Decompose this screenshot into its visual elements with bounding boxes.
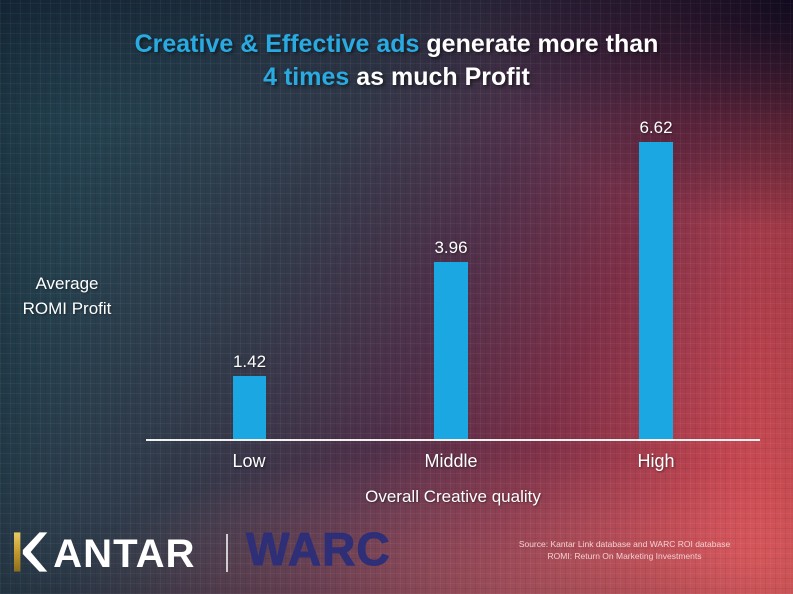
logo-divider xyxy=(226,534,228,572)
bar-high: 6.62 xyxy=(639,118,673,440)
source-line-2: ROMI: Return On Marketing Investments xyxy=(547,550,702,561)
y-axis-label: Average ROMI Profit xyxy=(0,272,134,322)
x-axis-line xyxy=(146,439,760,441)
kantar-k-gold-bar xyxy=(14,532,21,572)
bar-high-value-label: 6.62 xyxy=(639,118,673,137)
warc-logo: WARC xyxy=(246,523,391,575)
chart-title: Creative & Effective ads generate more t… xyxy=(0,28,793,93)
category-label-middle: Middle xyxy=(424,451,478,471)
bar-middle-value-label: 3.96 xyxy=(434,238,468,257)
bar-low: 1.42 xyxy=(233,352,266,440)
title-line-1-highlight: Creative & Effective ads xyxy=(134,30,420,58)
bar-middle: 3.96 xyxy=(434,238,468,440)
kantar-k-chevron xyxy=(22,532,48,572)
y-axis-label-line-1: Average xyxy=(35,274,99,293)
x-axis-title: Overall Creative quality xyxy=(365,487,541,506)
category-label-high: High xyxy=(637,451,675,471)
kantar-logo-text: ANTAR xyxy=(53,532,195,572)
source-line-1: Source: Kantar Link database and WARC RO… xyxy=(518,539,731,549)
y-axis-label-line-2: ROMI Profit xyxy=(22,298,112,318)
title-line-2: 4 times as much Profit xyxy=(0,61,793,94)
category-label-low: Low xyxy=(232,451,266,471)
title-line-1-rest: generate more than xyxy=(419,30,659,58)
source-note: Source: Kantar Link database and WARC RO… xyxy=(497,539,752,563)
title-line-2-highlight: 4 times xyxy=(263,62,350,91)
title-line-1: Creative & Effective ads generate more t… xyxy=(0,28,793,61)
bar-low-value-label: 1.42 xyxy=(232,352,267,371)
title-line-2-rest: as much Profit xyxy=(349,62,530,91)
kantar-logo: ANTAR xyxy=(14,532,195,572)
